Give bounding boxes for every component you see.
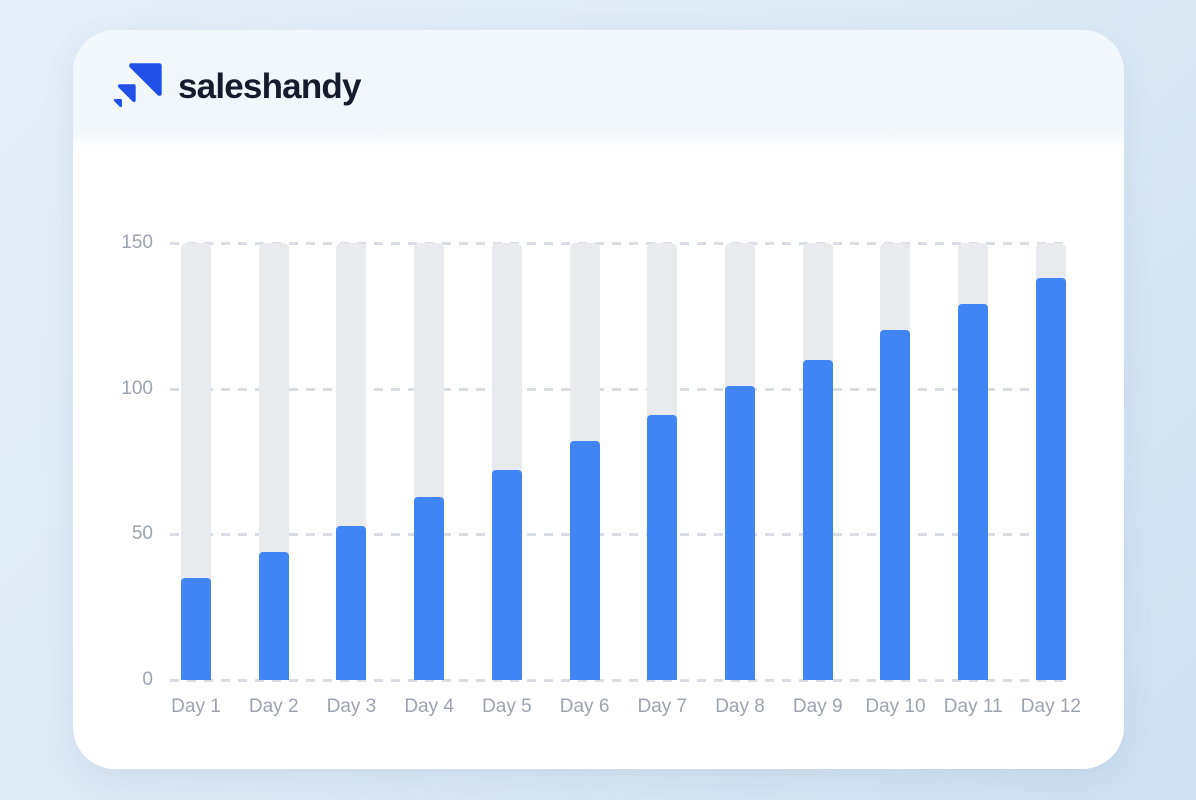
bars-row (181, 243, 1066, 680)
bar-column-9 (802, 243, 833, 680)
bar-fill (1035, 278, 1066, 680)
bar-fill (647, 414, 678, 680)
x-tick-label-2: Day 2 (248, 696, 299, 717)
x-tick-label-12: Day 12 (1020, 696, 1081, 717)
gridline-150 (170, 242, 1066, 245)
y-tick-label-100: 100 (121, 377, 153, 399)
bar-fill (336, 525, 367, 680)
bar-column-7 (647, 243, 678, 680)
x-tick-label-7: Day 7 (637, 696, 688, 717)
bar-column-4 (414, 243, 445, 680)
bar-column-12 (1035, 243, 1066, 680)
x-tick-label-5: Day 5 (482, 696, 532, 717)
bar-column-8 (725, 243, 756, 680)
gridline-50 (170, 533, 1066, 537)
x-tick-label-10: Day 10 (865, 696, 926, 717)
y-tick-label-50: 50 (131, 523, 153, 545)
bar-column-6 (569, 243, 600, 680)
bar-column-3 (336, 243, 367, 680)
card-header: saleshandy (73, 30, 1124, 152)
bar-fill (414, 496, 445, 680)
x-tick-label-11: Day 11 (943, 696, 1003, 717)
brand-name: saleshandy (178, 66, 361, 106)
chart-card: saleshandy 0 50 100 150 Day 1 Day 2 Day 3 Day … (73, 30, 1124, 769)
bar-fill (258, 551, 289, 680)
saleshandy-logo: saleshandy (112, 61, 361, 112)
bar-column-5 (491, 243, 522, 680)
bar-column-10 (880, 243, 911, 680)
bar-fill (491, 470, 522, 680)
bar-column-2 (258, 243, 289, 680)
gridline-0 (170, 679, 1066, 682)
bar-fill (802, 359, 833, 680)
x-tick-label-4: Day 4 (404, 696, 454, 717)
y-tick-label-0: 0 (142, 669, 153, 690)
x-tick-label-8: Day 8 (715, 696, 765, 717)
bar-column-1 (181, 243, 211, 680)
gridline-100 (170, 387, 1066, 391)
bar-column-11 (958, 243, 989, 680)
bar-fill (569, 441, 600, 680)
bar-chart: 0 50 100 150 Day 1 Day 2 Day 3 Day 4 Day 5 Day 6… (73, 152, 1124, 769)
bar-fill (880, 330, 911, 680)
x-tick-label-6: Day 6 (559, 696, 610, 717)
y-tick-label-150: 150 (121, 232, 153, 253)
saleshandy-triangles-icon (113, 63, 162, 108)
bar-fill (958, 304, 989, 680)
x-axis-labels: Day 1 Day 2 Day 3 Day 4 Day 5 Day 6 Day 7 Day 8… (161, 696, 1086, 718)
bar-fill (725, 385, 756, 680)
x-tick-label-3: Day 3 (326, 696, 377, 717)
x-tick-label-1: Day 1 (171, 696, 221, 717)
bar-fill (181, 578, 211, 680)
x-tick-label-9: Day 9 (792, 696, 843, 717)
